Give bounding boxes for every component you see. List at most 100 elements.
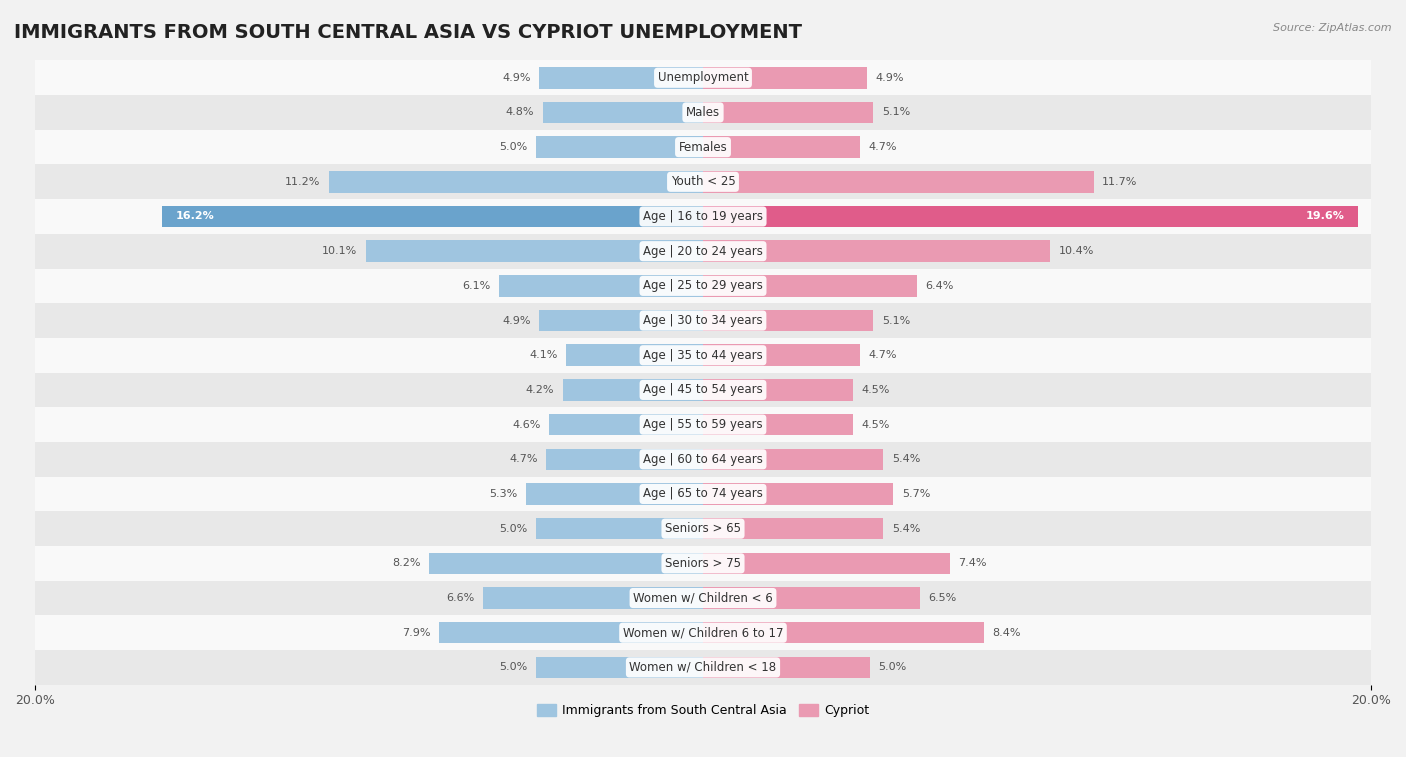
Bar (35, 615, 1371, 650)
Bar (703, 310, 873, 332)
Bar (703, 171, 1094, 192)
Bar (703, 136, 860, 158)
Text: Source: ZipAtlas.com: Source: ZipAtlas.com (1274, 23, 1392, 33)
Bar (35, 269, 1371, 304)
Text: 4.5%: 4.5% (862, 385, 890, 395)
Bar (35, 164, 1371, 199)
Text: 10.1%: 10.1% (322, 246, 357, 256)
Text: 5.4%: 5.4% (891, 454, 920, 464)
Text: 11.2%: 11.2% (285, 177, 321, 187)
Bar (35, 546, 1371, 581)
Bar (703, 67, 866, 89)
Bar (536, 656, 703, 678)
Bar (703, 483, 893, 505)
Text: 4.9%: 4.9% (502, 73, 531, 83)
Bar (482, 587, 703, 609)
Text: 6.5%: 6.5% (928, 593, 956, 603)
Text: 11.7%: 11.7% (1102, 177, 1137, 187)
Text: 4.6%: 4.6% (513, 419, 541, 430)
Text: 4.1%: 4.1% (529, 350, 558, 360)
Text: 8.4%: 8.4% (993, 628, 1021, 637)
Bar (35, 338, 1371, 372)
Text: 4.8%: 4.8% (506, 107, 534, 117)
Text: Age | 25 to 29 years: Age | 25 to 29 years (643, 279, 763, 292)
Bar (35, 199, 1371, 234)
Text: 5.0%: 5.0% (499, 142, 527, 152)
Bar (35, 95, 1371, 129)
Bar (439, 622, 703, 643)
Text: Unemployment: Unemployment (658, 71, 748, 84)
Bar (703, 379, 853, 400)
Bar (703, 656, 870, 678)
Text: 5.7%: 5.7% (901, 489, 931, 499)
Text: 6.6%: 6.6% (446, 593, 474, 603)
Bar (329, 171, 703, 192)
Text: Age | 55 to 59 years: Age | 55 to 59 years (643, 418, 763, 431)
Bar (703, 414, 853, 435)
Bar (35, 372, 1371, 407)
Bar (35, 61, 1371, 95)
Text: Age | 60 to 64 years: Age | 60 to 64 years (643, 453, 763, 466)
Bar (703, 553, 950, 574)
Bar (703, 275, 917, 297)
Bar (35, 442, 1371, 477)
Bar (499, 275, 703, 297)
Bar (703, 241, 1050, 262)
Text: IMMIGRANTS FROM SOUTH CENTRAL ASIA VS CYPRIOT UNEMPLOYMENT: IMMIGRANTS FROM SOUTH CENTRAL ASIA VS CY… (14, 23, 801, 42)
Legend: Immigrants from South Central Asia, Cypriot: Immigrants from South Central Asia, Cypr… (531, 699, 875, 722)
Text: 5.1%: 5.1% (882, 107, 910, 117)
Text: 4.2%: 4.2% (526, 385, 554, 395)
Text: 5.4%: 5.4% (891, 524, 920, 534)
Bar (35, 581, 1371, 615)
Text: 5.0%: 5.0% (499, 524, 527, 534)
Bar (35, 129, 1371, 164)
Bar (703, 587, 920, 609)
Text: 8.2%: 8.2% (392, 559, 420, 569)
Text: Age | 45 to 54 years: Age | 45 to 54 years (643, 384, 763, 397)
Bar (543, 101, 703, 123)
Bar (162, 206, 703, 227)
Bar (550, 414, 703, 435)
Bar (35, 407, 1371, 442)
Text: 4.9%: 4.9% (502, 316, 531, 326)
Text: Women w/ Children < 6: Women w/ Children < 6 (633, 591, 773, 605)
Bar (540, 310, 703, 332)
Bar (35, 511, 1371, 546)
Text: 19.6%: 19.6% (1305, 211, 1344, 222)
Text: Age | 16 to 19 years: Age | 16 to 19 years (643, 210, 763, 223)
Bar (703, 344, 860, 366)
Bar (703, 206, 1358, 227)
Text: 4.7%: 4.7% (869, 350, 897, 360)
Text: 10.4%: 10.4% (1059, 246, 1094, 256)
Text: Males: Males (686, 106, 720, 119)
Text: Age | 35 to 44 years: Age | 35 to 44 years (643, 349, 763, 362)
Text: 7.9%: 7.9% (402, 628, 430, 637)
Text: 4.7%: 4.7% (869, 142, 897, 152)
Bar (366, 241, 703, 262)
Text: Women w/ Children 6 to 17: Women w/ Children 6 to 17 (623, 626, 783, 639)
Bar (703, 518, 883, 540)
Text: Seniors > 65: Seniors > 65 (665, 522, 741, 535)
Text: Women w/ Children < 18: Women w/ Children < 18 (630, 661, 776, 674)
Text: Age | 65 to 74 years: Age | 65 to 74 years (643, 488, 763, 500)
Text: Age | 20 to 24 years: Age | 20 to 24 years (643, 245, 763, 257)
Bar (562, 379, 703, 400)
Bar (536, 518, 703, 540)
Bar (540, 67, 703, 89)
Bar (35, 304, 1371, 338)
Bar (35, 650, 1371, 685)
Text: 5.3%: 5.3% (489, 489, 517, 499)
Text: Youth < 25: Youth < 25 (671, 176, 735, 188)
Bar (567, 344, 703, 366)
Bar (35, 234, 1371, 269)
Text: 4.7%: 4.7% (509, 454, 537, 464)
Text: 4.9%: 4.9% (875, 73, 904, 83)
Text: 4.5%: 4.5% (862, 419, 890, 430)
Bar (526, 483, 703, 505)
Bar (703, 622, 984, 643)
Bar (546, 449, 703, 470)
Bar (536, 136, 703, 158)
Text: 6.1%: 6.1% (463, 281, 491, 291)
Bar (429, 553, 703, 574)
Text: Seniors > 75: Seniors > 75 (665, 557, 741, 570)
